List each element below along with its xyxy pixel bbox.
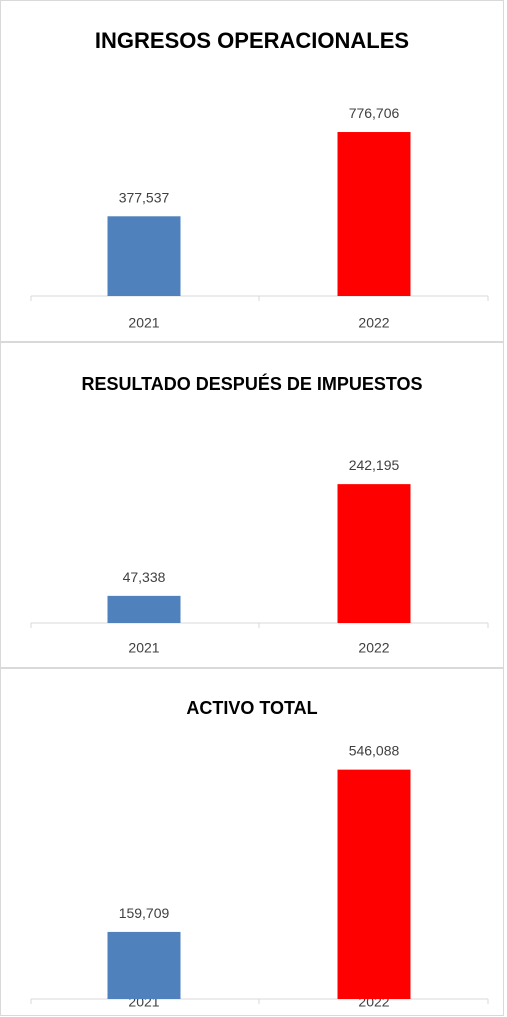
bar (107, 216, 181, 296)
x-tick-label: 2022 (358, 640, 389, 656)
chart: 2021 47,338 2022 242,195 (30, 457, 489, 656)
data-label: 377,537 (119, 189, 170, 205)
chart: 2021 377,537 2022 776,706 (30, 105, 489, 331)
x-tick-label: 2022 (358, 315, 389, 331)
chart-title: RESULTADO DESPUÉS DE IMPUESTOS (81, 374, 423, 394)
chart-title: INGRESOS OPERACIONALES (94, 28, 410, 53)
chart-title: ACTIVO TOTAL (186, 698, 318, 718)
data-label: 159,709 (119, 905, 170, 921)
bar (337, 132, 411, 296)
data-label: 776,706 (349, 105, 400, 121)
bar (337, 484, 411, 623)
bar (337, 769, 411, 999)
chart-panel: INGRESOS OPERACIONALES 2021 377,537 2022 776… (0, 0, 504, 342)
x-tick-label: 2021 (128, 315, 159, 331)
data-label: 242,195 (349, 457, 400, 473)
x-tick-label: 2021 (128, 640, 159, 656)
chart-panel: ACTIVO TOTAL 2021 159,709 2022 546,088 (0, 668, 504, 1016)
data-label: 47,338 (123, 569, 166, 585)
chart-panel: RESULTADO DESPUÉS DE IMPUESTOS 2021 47,338… (0, 342, 504, 668)
bar (107, 595, 181, 623)
bar (107, 931, 181, 999)
data-label: 546,088 (349, 743, 400, 759)
